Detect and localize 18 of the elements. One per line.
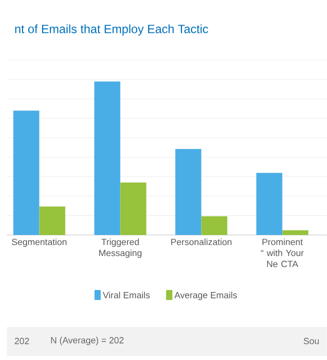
chart-title: nt of Emails that Employ Each Tactic [15, 24, 208, 36]
bar [120, 182, 146, 235]
text: 202 [14, 338, 29, 344]
bar [256, 172, 282, 235]
bar [175, 149, 202, 235]
bar [39, 206, 66, 235]
legend-label: Average Emails [174, 292, 237, 300]
text: Sou [304, 338, 319, 344]
x-tick-label: Triggered Messaging [99, 238, 142, 258]
bar [13, 110, 40, 235]
x-tick-label: Prominent “ with Your Ne CTA [261, 238, 304, 268]
x-tick-label: Segmentation [12, 238, 66, 247]
x-tick-label: Personalization [171, 238, 232, 246]
bar [94, 81, 120, 235]
bar [201, 216, 228, 235]
legend-label: Viral Emails [102, 292, 150, 298]
bar [282, 230, 308, 235]
text: N (Average) = 202 [51, 336, 124, 346]
